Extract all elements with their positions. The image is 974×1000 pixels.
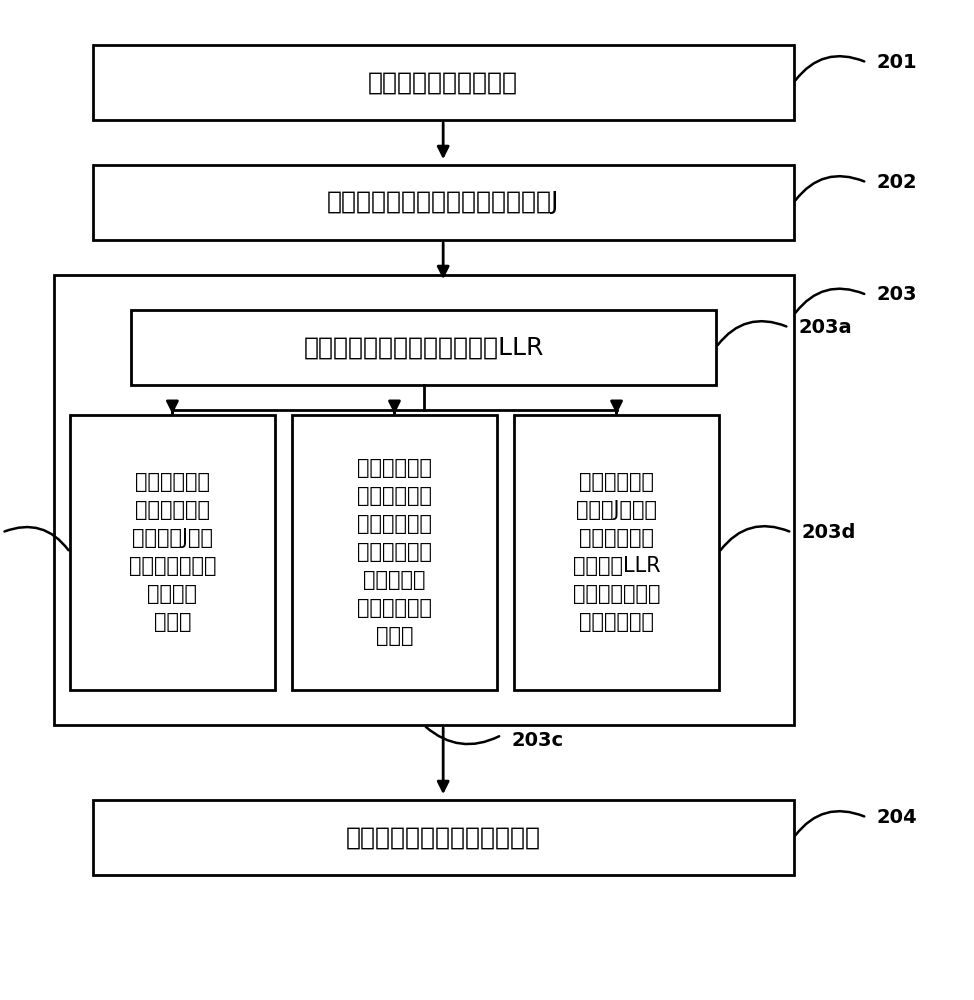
Bar (70, 415, 275, 690)
Bar (131, 310, 716, 385)
Text: 当前译码比特
是冻结比特，
译码路径不分
裂，判决为冻
结比特已知
值，修改路径
概率值: 当前译码比特 是冻结比特， 译码路径不分 裂，判决为冻 结比特已知 值，修改路径… (356, 458, 432, 647)
Text: 204: 204 (877, 808, 918, 827)
Text: 初始化所有的似然函数: 初始化所有的似然函数 (368, 70, 518, 95)
Text: 从信息比特集合中划分出可靠子集J: 从信息比特集合中划分出可靠子集J (327, 190, 559, 215)
Bar (93, 165, 794, 240)
Text: 203a: 203a (799, 318, 852, 337)
Bar (93, 800, 794, 875)
Text: 从幸存路径得到最终译码结果: 从幸存路径得到最终译码结果 (346, 826, 541, 850)
Bar (292, 415, 497, 690)
Text: 201: 201 (877, 53, 918, 72)
Text: 当前译码比特
在集合J中，译
码路径不分裂
，根据其LLR
值进行判决，修
改路径概率值: 当前译码比特 在集合J中，译 码路径不分裂 ，根据其LLR 值进行判决，修 改路… (573, 473, 660, 633)
Text: 203: 203 (877, 285, 918, 304)
Text: 203d: 203d (802, 523, 856, 542)
Text: 获取当前译码比特的概率值或LLR: 获取当前译码比特的概率值或LLR (304, 336, 543, 360)
Bar (514, 415, 719, 690)
Bar (93, 45, 794, 120)
Bar (54, 275, 794, 725)
Text: 202: 202 (877, 173, 918, 192)
Text: 当前译码比特
是信息比特且
不在集合J中，
译码路径分裂，
修改路径
概率值: 当前译码比特 是信息比特且 不在集合J中， 译码路径分裂， 修改路径 概率值 (129, 473, 216, 633)
Text: 203c: 203c (511, 730, 564, 750)
